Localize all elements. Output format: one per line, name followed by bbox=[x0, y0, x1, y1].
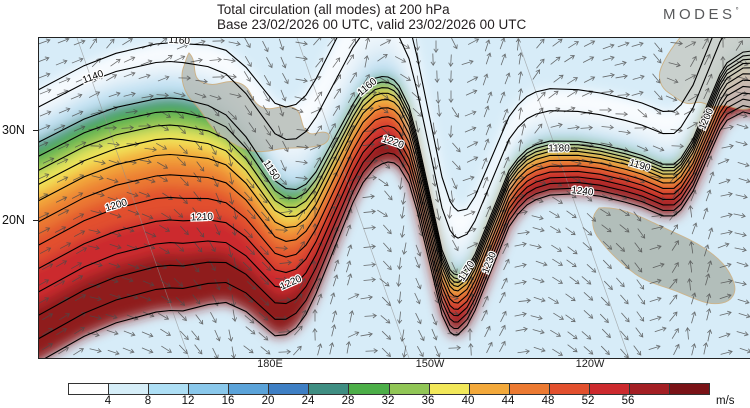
svg-text:1180: 1180 bbox=[548, 143, 570, 154]
svg-text:1160: 1160 bbox=[168, 38, 191, 47]
svg-text:1210: 1210 bbox=[191, 212, 214, 224]
